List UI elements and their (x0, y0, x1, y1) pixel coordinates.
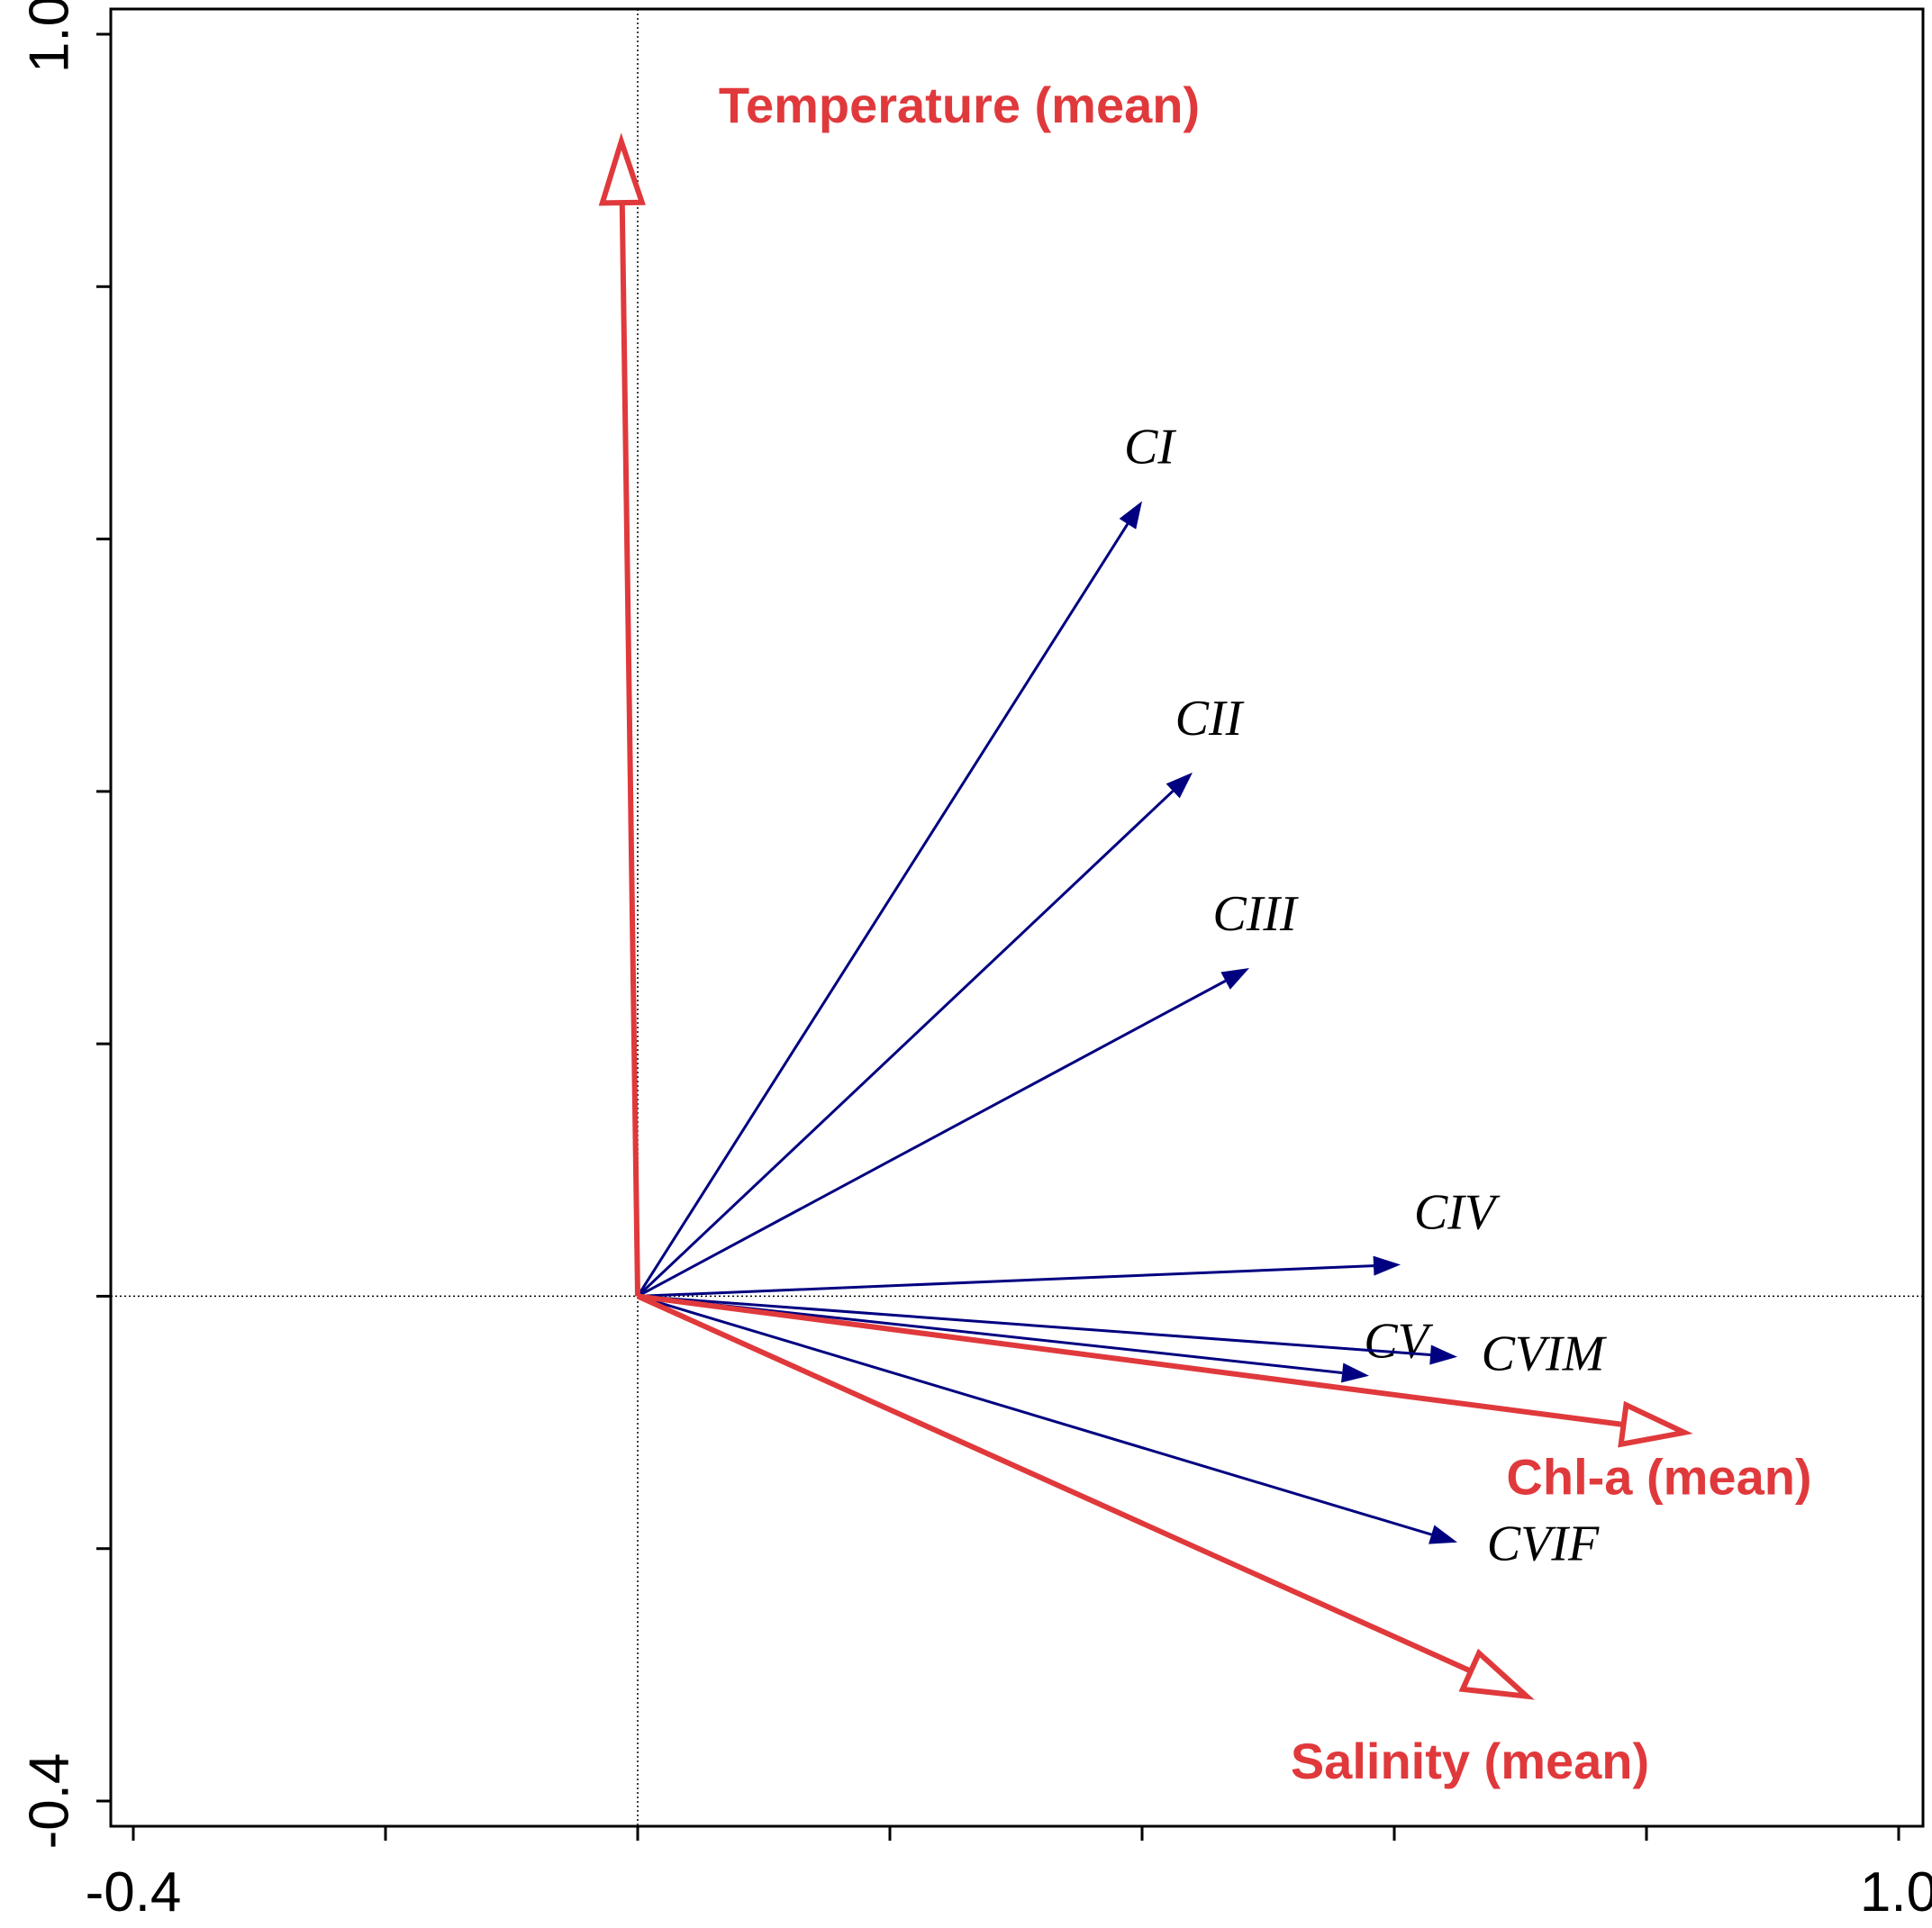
species-arrow-cvif (637, 1294, 1432, 1536)
env-label-salinity-mean: Salinity (mean) (1291, 1733, 1649, 1789)
x-tick-label: -0.4 (86, 1861, 182, 1923)
species-arrowhead-cv (1340, 1362, 1369, 1383)
env-arrowhead-temperature-mean (598, 132, 646, 206)
species-arrowhead-cvif (1429, 1525, 1457, 1544)
env-arrowhead-salinity-mean (1458, 1648, 1535, 1700)
species-arrowhead-ciii (1220, 968, 1249, 990)
plot-frame (109, 7, 1925, 1828)
species-arrowhead-cii (1166, 772, 1193, 799)
species-arrow-ciii (637, 979, 1227, 1298)
species-label-ciii: CIII (1212, 886, 1299, 942)
env-arrow-temperature-mean (619, 203, 640, 1297)
species-label-cvim: CVIM (1482, 1326, 1608, 1382)
species-label-cvif: CVIF (1487, 1516, 1600, 1572)
species-arrowhead-civ (1373, 1255, 1401, 1276)
species-label-civ: CIV (1414, 1184, 1501, 1240)
env-arrow-salinity-mean (636, 1293, 1473, 1674)
species-label-cv: CV (1364, 1314, 1433, 1370)
x-tick-label: 1.0 (1860, 1861, 1932, 1923)
y-tick-label: 1.0 (19, 0, 81, 73)
species-arrow-cii (636, 790, 1175, 1298)
species-arrowhead-ci (1119, 501, 1142, 530)
env-arrowhead-chl-a-mean (1618, 1400, 1693, 1448)
env-label-chl-a-mean: Chl-a (mean) (1506, 1448, 1811, 1505)
env-arrow-chl-a-mean (637, 1293, 1624, 1427)
species-arrow-civ (637, 1264, 1374, 1298)
env-label-temperature-mean: Temperature (mean) (719, 77, 1200, 133)
y-tick-label: -0.4 (19, 1753, 81, 1850)
species-label-ci: CI (1124, 420, 1176, 475)
species-arrow-ci (636, 523, 1129, 1298)
species-arrowhead-cvim (1429, 1344, 1457, 1365)
species-arrow-cvim (637, 1294, 1431, 1356)
species-label-cii: CII (1175, 691, 1245, 747)
